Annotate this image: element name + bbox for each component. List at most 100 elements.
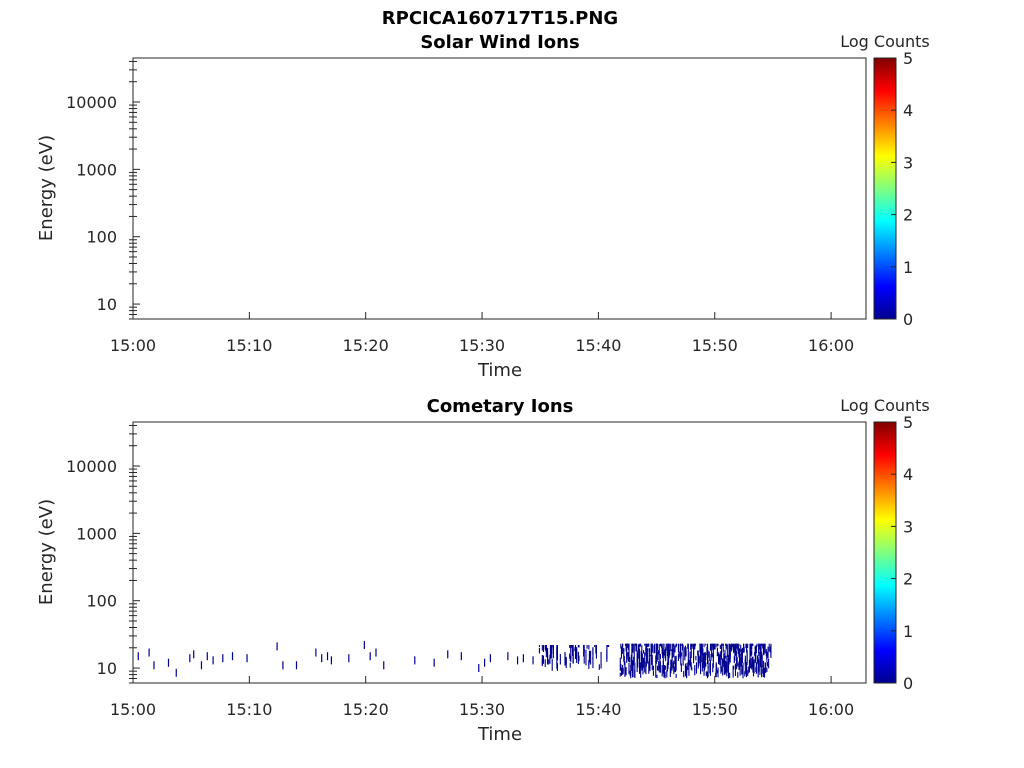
count-cell: [538, 644, 540, 647]
count-cell: [665, 665, 667, 670]
count-cell: [722, 658, 724, 676]
count-cell: [622, 664, 624, 675]
count-cell: [647, 643, 649, 648]
count-cell: [703, 643, 705, 648]
count-cell: [722, 659, 724, 668]
count-cell: [755, 667, 757, 673]
count-cell: [315, 648, 317, 657]
count-cell: [717, 668, 719, 673]
count-cell: [648, 648, 650, 658]
cometary-plot-area: [137, 640, 772, 679]
solar-wind-x-ticks: 15:00 15:10 15:20 15:30 15:40 15:50 16:00: [110, 312, 854, 355]
count-cell: [766, 651, 768, 660]
solar-wind-y-label: Energy (eV): [36, 135, 57, 241]
count-cell: [762, 646, 764, 656]
x-tick-label: 15:50: [692, 700, 738, 719]
cometary-axes-frame: [132, 421, 867, 684]
count-cell: [544, 644, 546, 650]
count-cell: [565, 657, 567, 669]
count-cell: [574, 647, 576, 652]
count-cell: [647, 643, 649, 646]
count-cell: [620, 643, 622, 649]
count-cell: [675, 643, 677, 648]
count-cell: [715, 664, 717, 678]
count-cell: [703, 652, 705, 669]
count-cell: [619, 657, 621, 671]
count-cell: [706, 647, 709, 665]
count-cell: [763, 667, 765, 675]
count-cell: [687, 643, 689, 649]
count-cell: [640, 662, 642, 678]
count-cell: [706, 646, 708, 652]
count-cell: [688, 660, 690, 667]
count-cell: [623, 656, 625, 666]
count-cell: [665, 648, 667, 662]
count-cell: [576, 647, 578, 663]
count-cell: [629, 657, 631, 663]
count-cell: [661, 644, 663, 648]
count-cell: [622, 667, 624, 674]
count-cell: [694, 668, 696, 676]
count-cell: [705, 643, 707, 646]
count-cell: [645, 647, 648, 654]
count-cell: [321, 654, 323, 663]
count-cell: [632, 661, 634, 678]
count-cell: [200, 661, 203, 670]
count-cell: [635, 643, 637, 652]
count-cell: [765, 648, 767, 657]
cometary-colorbar-label: Log Counts: [840, 396, 930, 415]
count-cell: [556, 663, 558, 671]
count-cell: [740, 644, 742, 652]
colorbar-tick-label: 1: [903, 622, 913, 641]
count-cell: [727, 656, 730, 671]
count-cell: [653, 645, 655, 654]
count-cell: [624, 661, 626, 677]
count-cell: [638, 645, 640, 651]
count-cell: [664, 649, 666, 659]
colorbar-tick-label: 5: [903, 413, 913, 432]
count-cell: [583, 644, 585, 653]
x-tick-label: 16:00: [808, 336, 854, 355]
x-tick-label: 15:50: [692, 336, 738, 355]
count-cell: [697, 650, 699, 656]
count-cell: [725, 660, 727, 674]
count-cell: [711, 653, 713, 658]
count-cell: [769, 646, 771, 653]
count-cell: [691, 643, 693, 648]
count-cell: [705, 671, 707, 677]
count-cell: [588, 662, 590, 669]
count-cell: [606, 644, 608, 659]
count-cell: [656, 643, 659, 651]
count-cell: [549, 644, 552, 649]
count-cell: [583, 651, 585, 657]
count-cell: [751, 657, 753, 667]
count-cell: [739, 663, 741, 676]
count-cell: [671, 658, 673, 671]
count-cell: [722, 658, 724, 666]
count-cell: [736, 657, 738, 665]
count-cell: [720, 654, 722, 669]
colorbar-tick-label: 5: [903, 49, 913, 68]
count-cell: [637, 652, 639, 668]
count-cell: [686, 667, 688, 679]
count-cell: [729, 644, 731, 653]
count-cell: [679, 643, 681, 646]
count-cell: [719, 651, 721, 657]
count-cell: [661, 665, 663, 677]
count-cell: [667, 653, 669, 664]
count-cell: [723, 662, 725, 675]
count-cell: [153, 661, 155, 670]
count-cell: [663, 643, 665, 656]
count-cell: [749, 648, 751, 652]
count-cell: [711, 643, 713, 647]
count-cell: [770, 643, 772, 646]
count-cell: [569, 644, 571, 648]
count-cell: [761, 654, 763, 668]
count-cell: [701, 643, 703, 649]
count-cell: [691, 667, 693, 671]
count-cell: [414, 656, 416, 665]
count-cell: [716, 669, 718, 674]
count-cell: [668, 657, 670, 665]
